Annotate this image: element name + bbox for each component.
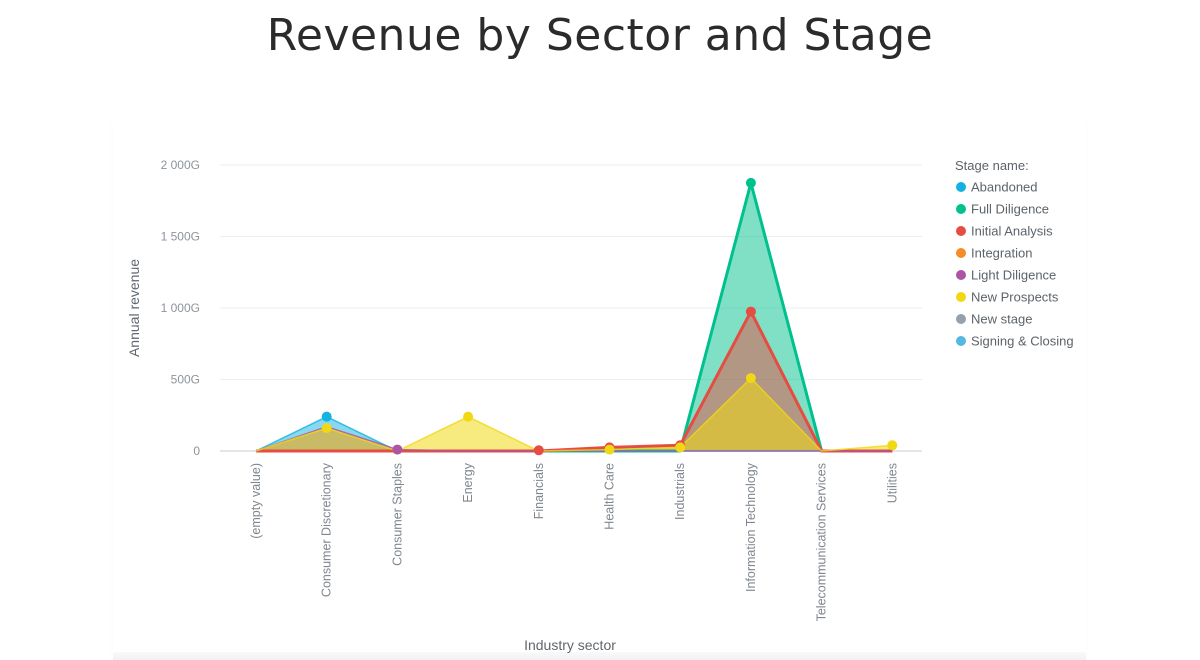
legend-label: Initial Analysis: [971, 224, 1053, 239]
legend-label: Abandoned: [971, 180, 1038, 195]
page-title: Revenue by Sector and Stage: [266, 10, 934, 61]
legend-label: New Prospects: [971, 290, 1059, 305]
data-point[interactable]: [392, 444, 403, 455]
legend-label: Light Diligence: [971, 268, 1056, 283]
grid-lines: [220, 164, 922, 452]
legend-label: Full Diligence: [971, 202, 1049, 217]
y-axis-title: Annual revenue: [126, 259, 142, 357]
data-markers: [321, 177, 898, 456]
data-point[interactable]: [745, 373, 756, 384]
legend-item[interactable]: Full Diligence: [956, 202, 1049, 217]
data-point[interactable]: [887, 440, 898, 451]
y-tick-label: 0: [193, 444, 200, 458]
legend-swatch: [956, 270, 966, 280]
data-point[interactable]: [675, 442, 686, 453]
data-point[interactable]: [533, 445, 544, 456]
x-tick-label: Consumer Staples: [390, 463, 404, 566]
legend-swatch: [956, 314, 966, 324]
line-initial-analysis: [256, 310, 893, 453]
data-point[interactable]: [745, 306, 756, 317]
x-tick-label: Telecommunication Services: [815, 463, 829, 621]
data-point[interactable]: [463, 411, 474, 422]
chart-panel: [113, 104, 1086, 660]
line-new-prospects: [255, 377, 893, 452]
legend-label: Signing & Closing: [971, 334, 1074, 349]
legend[interactable]: Stage name: Abandoned Full Diligence Initi…: [955, 158, 1074, 349]
legend-item[interactable]: New Prospects: [956, 290, 1059, 305]
x-tick-label: Consumer Discretionary: [320, 462, 334, 597]
legend-item[interactable]: New stage: [956, 312, 1032, 327]
x-axis-title: Industry sector: [524, 637, 616, 653]
legend-swatch: [956, 182, 966, 192]
x-tick-label: Industrials: [673, 463, 687, 520]
legend-swatch: [956, 248, 966, 258]
legend-item[interactable]: Light Diligence: [956, 268, 1056, 283]
y-tick-label: 1 000G: [161, 301, 200, 315]
legend-label: New stage: [971, 312, 1032, 327]
data-point[interactable]: [604, 444, 615, 455]
data-point[interactable]: [745, 177, 756, 188]
x-tick-label: Health Care: [603, 463, 617, 530]
x-tick-label: Information Technology: [744, 462, 758, 592]
legend-item[interactable]: Signing & Closing: [956, 334, 1074, 349]
y-tick-label: 1 500G: [161, 230, 200, 244]
legend-swatch: [956, 292, 966, 302]
legend-swatch: [956, 204, 966, 214]
y-axis-ticks: 0 500G 1 000G 1 500G 2 000G: [161, 158, 201, 458]
series-lines: [255, 181, 893, 453]
x-tick-label: Financials: [532, 463, 546, 519]
x-tick-label: Energy: [461, 462, 475, 502]
legend-item[interactable]: Integration: [956, 246, 1032, 261]
data-point[interactable]: [321, 411, 332, 422]
x-axis-ticks: (empty value) Consumer Discretionary Consu…: [249, 462, 899, 621]
x-tick-label: Utilities: [885, 463, 899, 503]
y-tick-label: 500G: [171, 373, 200, 387]
legend-title: Stage name:: [955, 158, 1029, 173]
x-tick-label: (empty value): [249, 463, 263, 539]
legend-item[interactable]: Abandoned: [956, 180, 1038, 195]
legend-swatch: [956, 226, 966, 236]
legend-label: Integration: [971, 246, 1032, 261]
y-tick-label: 2 000G: [161, 158, 200, 172]
legend-swatch: [956, 336, 966, 346]
legend-item[interactable]: Initial Analysis: [956, 224, 1053, 239]
area-series: [256, 182, 893, 451]
panel-shadow: [113, 652, 1086, 660]
data-point[interactable]: [321, 423, 332, 434]
